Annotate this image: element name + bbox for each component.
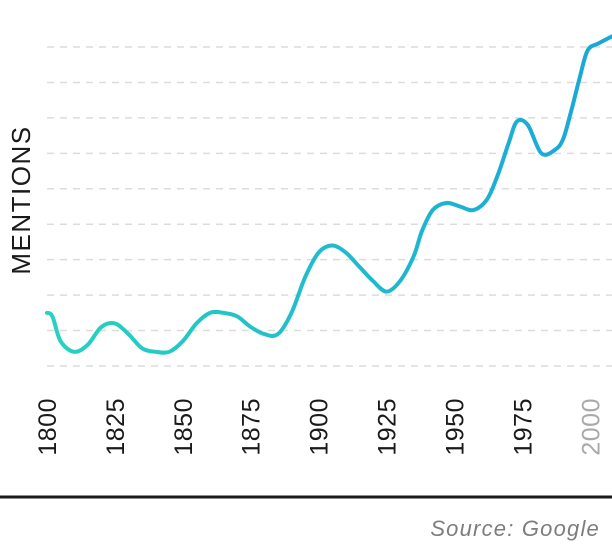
gridlines bbox=[47, 46, 612, 367]
x-tick-label: 1800 bbox=[34, 398, 62, 456]
series-layer bbox=[45, 34, 612, 355]
x-tick-label: 1825 bbox=[102, 398, 130, 456]
x-axis-ticks: 1800 1825 1850 1875 1900 1925 1950 1975 2000 bbox=[34, 398, 605, 456]
x-tick-label: 1950 bbox=[441, 398, 469, 456]
x-tick-label: 2000 bbox=[577, 398, 605, 456]
series-line bbox=[45, 34, 612, 355]
x-tick-label: 1875 bbox=[238, 398, 266, 456]
x-tick-label: 1925 bbox=[374, 398, 402, 456]
y-axis-label: MENTIONS bbox=[6, 125, 36, 274]
x-tick-label: 1850 bbox=[170, 398, 198, 456]
x-tick-label: 1975 bbox=[509, 398, 537, 456]
x-tick-label: 1900 bbox=[306, 398, 334, 456]
source-note: Source: Google bbox=[430, 516, 600, 541]
